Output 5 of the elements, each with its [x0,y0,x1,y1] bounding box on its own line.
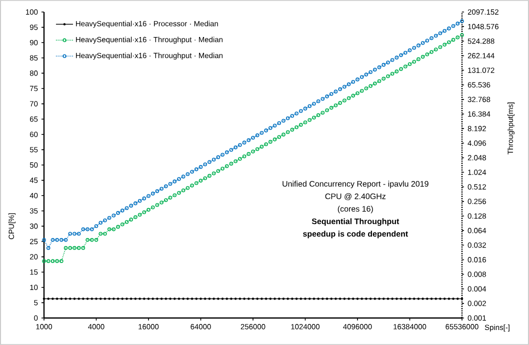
annotation: (cores 16) [338,206,373,214]
annotation: Unified Concurrency Report - ipavlu 2019 [282,180,428,188]
annotation: Sequential Throughput [312,218,400,226]
annotation: speedup is code dependent [303,230,408,238]
annotation: CPU @ 2.40GHz [325,193,386,200]
